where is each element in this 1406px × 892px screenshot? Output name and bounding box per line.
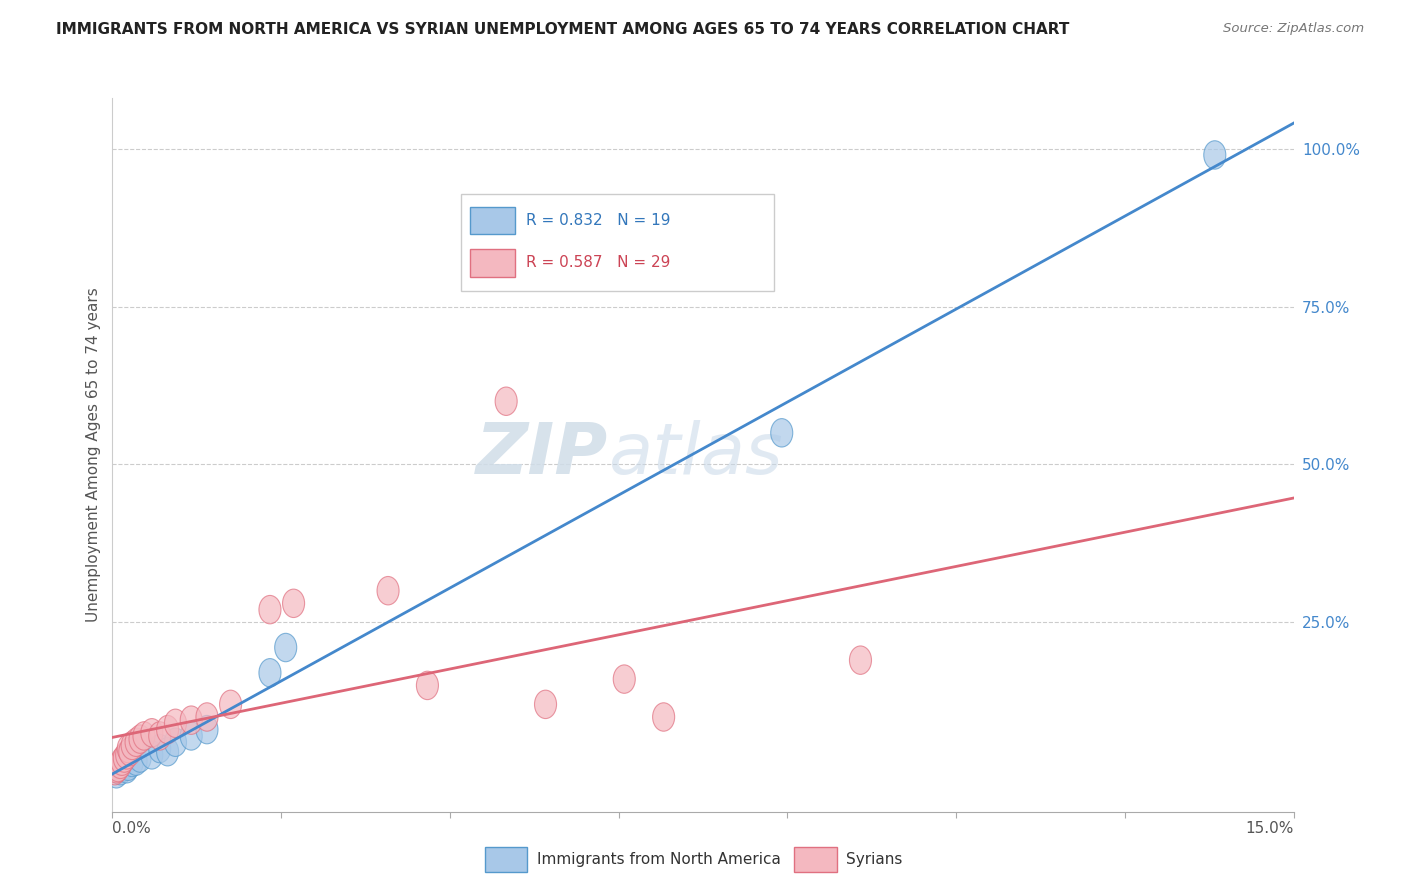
Ellipse shape	[219, 690, 242, 719]
Text: IMMIGRANTS FROM NORTH AMERICA VS SYRIAN UNEMPLOYMENT AMONG AGES 65 TO 74 YEARS C: IMMIGRANTS FROM NORTH AMERICA VS SYRIAN …	[56, 22, 1070, 37]
Ellipse shape	[115, 740, 138, 769]
Ellipse shape	[141, 740, 163, 769]
Ellipse shape	[652, 703, 675, 731]
Text: atlas: atlas	[609, 420, 783, 490]
Ellipse shape	[377, 576, 399, 605]
Ellipse shape	[121, 731, 143, 760]
Ellipse shape	[129, 744, 150, 772]
Ellipse shape	[117, 752, 139, 780]
Ellipse shape	[416, 671, 439, 699]
Ellipse shape	[105, 755, 128, 783]
Ellipse shape	[259, 658, 281, 687]
Ellipse shape	[110, 750, 131, 779]
Text: R = 0.587   N = 29: R = 0.587 N = 29	[526, 255, 671, 270]
Ellipse shape	[107, 754, 129, 781]
Ellipse shape	[114, 744, 135, 772]
Ellipse shape	[156, 715, 179, 744]
Ellipse shape	[117, 734, 139, 763]
Ellipse shape	[156, 738, 179, 766]
Ellipse shape	[180, 722, 202, 750]
Text: 15.0%: 15.0%	[1246, 822, 1294, 836]
Ellipse shape	[195, 703, 218, 731]
Ellipse shape	[111, 747, 134, 775]
Ellipse shape	[125, 747, 148, 775]
Text: R = 0.832   N = 19: R = 0.832 N = 19	[526, 212, 671, 227]
Ellipse shape	[114, 750, 135, 779]
Text: ZIP: ZIP	[477, 420, 609, 490]
Ellipse shape	[149, 722, 170, 750]
Ellipse shape	[534, 690, 557, 719]
Ellipse shape	[121, 748, 143, 777]
Ellipse shape	[105, 760, 128, 788]
FancyBboxPatch shape	[461, 194, 773, 291]
Ellipse shape	[613, 665, 636, 693]
Ellipse shape	[129, 725, 150, 754]
Ellipse shape	[165, 709, 187, 738]
Ellipse shape	[111, 754, 134, 781]
Ellipse shape	[115, 755, 138, 783]
Ellipse shape	[118, 738, 141, 766]
Ellipse shape	[770, 418, 793, 447]
Ellipse shape	[1204, 141, 1226, 169]
Ellipse shape	[125, 728, 148, 756]
Ellipse shape	[180, 706, 202, 734]
Text: Syrians: Syrians	[846, 853, 903, 867]
Ellipse shape	[134, 722, 155, 750]
Ellipse shape	[283, 589, 305, 617]
Text: Source: ZipAtlas.com: Source: ZipAtlas.com	[1223, 22, 1364, 36]
Ellipse shape	[849, 646, 872, 674]
Text: 0.0%: 0.0%	[112, 822, 152, 836]
Ellipse shape	[141, 719, 163, 747]
Ellipse shape	[110, 756, 131, 785]
Ellipse shape	[104, 756, 127, 785]
Ellipse shape	[259, 596, 281, 624]
Ellipse shape	[495, 387, 517, 416]
FancyBboxPatch shape	[471, 207, 515, 234]
FancyBboxPatch shape	[471, 250, 515, 277]
Y-axis label: Unemployment Among Ages 65 to 74 years: Unemployment Among Ages 65 to 74 years	[86, 287, 101, 623]
Ellipse shape	[195, 715, 218, 744]
Ellipse shape	[165, 728, 187, 756]
Ellipse shape	[274, 633, 297, 662]
Text: Immigrants from North America: Immigrants from North America	[537, 853, 780, 867]
Ellipse shape	[149, 734, 170, 763]
